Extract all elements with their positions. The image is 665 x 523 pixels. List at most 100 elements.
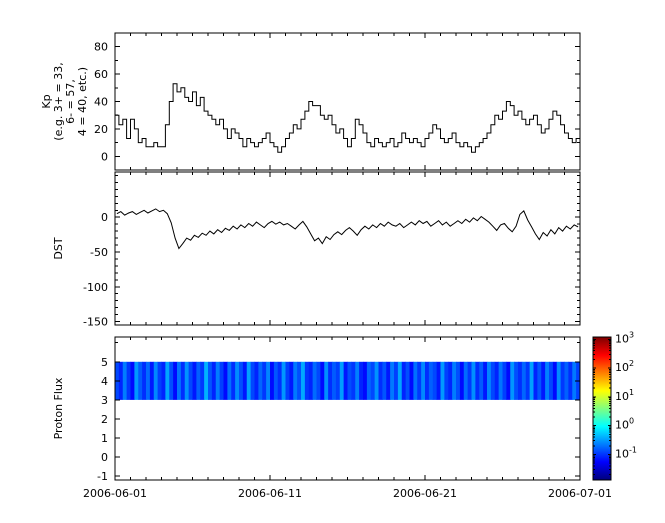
proton-flux-stripe (568, 361, 573, 400)
proton-flux-stripe (370, 361, 376, 400)
proton-flux-stripe (254, 361, 259, 400)
colorbar-gradient (593, 474, 611, 476)
proton-flux-stripe (312, 361, 317, 400)
proton-flux-stripe (126, 361, 131, 400)
proton-flux-stripe (413, 361, 418, 400)
colorbar-gradient (593, 398, 611, 400)
dst-ytick-label: -100 (83, 281, 108, 294)
proton-flux-stripe (498, 361, 503, 400)
proton-flux-stripe (572, 361, 577, 400)
colorbar-gradient (593, 379, 611, 381)
proton_flux-ylabel: Proton Flux (52, 377, 65, 439)
colorbar-gradient (593, 393, 611, 395)
colorbar-gradient (593, 455, 611, 457)
proton-flux-stripe (177, 361, 182, 400)
colorbar-gradient (593, 338, 611, 340)
proton-flux-stripe (549, 361, 554, 400)
proton-flux-stripe (138, 361, 143, 400)
colorbar-gradient (593, 420, 611, 422)
proton-flux-stripe (545, 361, 550, 400)
proton-flux-stripe (518, 361, 523, 400)
colorbar-gradient (593, 436, 611, 438)
colorbar-gradient (593, 437, 611, 439)
colorbar-gradient (593, 407, 611, 409)
colorbar-gradient (593, 431, 611, 433)
colorbar-gradient (593, 421, 611, 423)
colorbar-gradient (593, 466, 611, 468)
dst-panel-box (114, 171, 581, 326)
colorbar-gradient (593, 430, 611, 432)
proton-flux-stripe (514, 361, 519, 400)
colorbar-gradient (593, 342, 611, 344)
colorbar-tick-label: 103 (615, 330, 634, 345)
colorbar-tick-label: 102 (615, 359, 634, 374)
colorbar-gradient (593, 450, 611, 452)
colorbar-gradient (593, 425, 611, 427)
colorbar-gradient (593, 365, 611, 367)
proton-flux-stripe (490, 361, 496, 400)
colorbar-gradient (593, 459, 611, 461)
colorbar-gradient (593, 462, 611, 464)
proton-flux-stripe (537, 361, 542, 400)
colorbar-gradient (593, 434, 611, 436)
colorbar-gradient (593, 346, 611, 348)
colorbar-gradient (593, 445, 611, 447)
colorbar-gradient (593, 354, 611, 356)
colorbar-gradient (593, 374, 611, 376)
kp-ytick-label: 60 (94, 68, 108, 81)
colorbar-gradient (593, 429, 611, 431)
proton-flux-stripe (270, 361, 275, 400)
x-tick-label: 2006-06-21 (393, 487, 457, 500)
proton-flux-stripe (448, 361, 453, 400)
proton-flux-stripe (304, 361, 310, 400)
colorbar-gradient (593, 377, 611, 379)
proton-flux-stripe (196, 361, 201, 400)
proton-flux-stripe (211, 361, 217, 400)
colorbar-gradient (593, 438, 611, 440)
proton-flux-stripe (215, 361, 221, 400)
proton_flux-panel-box (114, 336, 581, 481)
colorbar-gradient (593, 368, 611, 370)
colorbar-gradient (593, 340, 611, 342)
proton-flux-stripe (347, 361, 352, 400)
proton-flux-stripe (277, 361, 283, 400)
colorbar-gradient (593, 408, 611, 410)
colorbar-gradient (593, 347, 611, 349)
colorbar-gradient (593, 423, 611, 425)
proton-flux-stripe (149, 361, 155, 400)
proton-flux-stripe (316, 361, 321, 400)
proton-flux-stripe (227, 361, 232, 400)
colorbar-gradient (593, 433, 611, 435)
colorbar-gradient (593, 403, 611, 405)
colorbar-gradient (593, 449, 611, 451)
colorbar-gradient (593, 456, 611, 458)
colorbar-gradient (593, 471, 611, 473)
proton-flux-stripe (258, 361, 263, 400)
colorbar-gradient (593, 410, 611, 412)
proton-flux-stripe (184, 361, 190, 400)
colorbar-gradient (593, 360, 611, 362)
proton-flux-stripe (459, 361, 465, 400)
proton-flux-stripe (122, 361, 128, 400)
proton-flux-stripe (421, 361, 426, 400)
dst-ylabel: DST (52, 237, 65, 259)
colorbar-gradient (593, 426, 611, 428)
colorbar-gradient (593, 469, 611, 471)
proton-flux-stripe (374, 361, 379, 400)
colorbar-gradient (593, 440, 611, 442)
colorbar-gradient (593, 470, 611, 472)
proton-flux-stripe (479, 361, 484, 400)
dst-ytick-label: -50 (90, 246, 108, 259)
colorbar-gradient (593, 476, 611, 478)
proton-flux-stripe (153, 361, 159, 400)
colorbar-gradient (593, 448, 611, 450)
colorbar-gradient (593, 419, 611, 421)
proton_flux-ytick-label: 3 (101, 394, 108, 407)
colorbar-gradient (593, 353, 611, 355)
colorbar-gradient (593, 415, 611, 417)
proton-flux-stripe (355, 361, 360, 400)
proton-flux-stripe (223, 361, 228, 400)
colorbar-gradient (593, 446, 611, 448)
proton_flux-ytick-label: 4 (101, 375, 108, 388)
colorbar-gradient (593, 370, 611, 372)
